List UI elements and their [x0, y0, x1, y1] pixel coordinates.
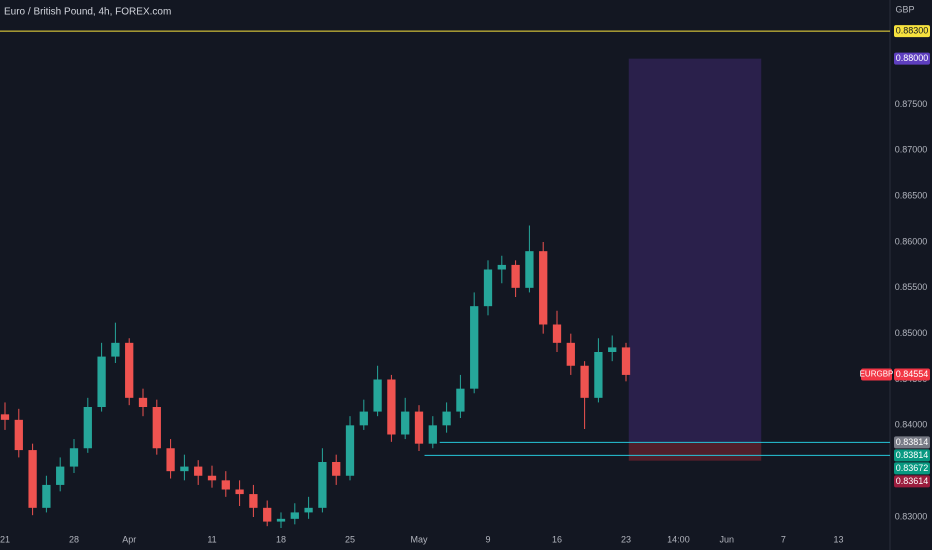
candle-body	[290, 512, 299, 519]
candle-body	[207, 475, 217, 481]
candle-body	[470, 306, 479, 389]
candle-body	[249, 494, 258, 508]
candle-body	[152, 407, 161, 449]
candle-body	[428, 425, 437, 444]
x-tick-label: 23	[621, 534, 631, 544]
candle-body	[166, 448, 175, 472]
y-tick-label: 0.84000	[895, 420, 928, 430]
candle-body	[511, 264, 520, 288]
profit-zone	[628, 58, 762, 443]
candle-body	[525, 251, 534, 288]
candle-body	[414, 411, 424, 444]
y-tick-label: 0.87500	[895, 99, 928, 109]
price-label: 0.83814	[896, 437, 929, 447]
symbol-tag: EURGBP	[860, 370, 894, 379]
y-tick-label: 0.85000	[895, 328, 928, 338]
price-label: 0.84554	[896, 369, 929, 379]
price-label: 0.88000	[896, 53, 929, 63]
x-tick-label: 7	[781, 534, 786, 544]
candle-body	[539, 251, 548, 325]
x-tick-label: 9	[485, 534, 490, 544]
candle-body	[276, 518, 286, 522]
candle-body	[28, 450, 37, 508]
x-tick-label: 18	[276, 534, 286, 544]
x-tick-label: 21	[0, 534, 10, 544]
candle-body	[373, 379, 382, 412]
candle-body	[14, 419, 23, 451]
x-tick-label: 14:00	[667, 534, 690, 544]
symbol-tag-bg	[861, 368, 892, 381]
price-label-bg	[894, 462, 930, 475]
candle-body	[552, 324, 562, 343]
y-tick-label: 0.86000	[895, 236, 928, 246]
candle-body	[111, 342, 120, 357]
candle-body	[42, 484, 51, 508]
price-label: 0.83672	[896, 463, 929, 473]
price-label-bg	[894, 475, 930, 488]
x-tick-label: 13	[834, 534, 844, 544]
price-label-bg	[894, 368, 930, 381]
x-tick-label: 16	[552, 534, 562, 544]
candle-body	[194, 466, 203, 476]
price-label-bg	[894, 52, 930, 65]
candle-body	[497, 264, 506, 270]
candle-body	[442, 411, 451, 426]
candle-body	[621, 347, 631, 375]
price-label: 0.88300	[896, 26, 929, 36]
candle-body	[83, 407, 92, 449]
candle-body	[566, 342, 575, 366]
x-tick-label: Apr	[122, 534, 136, 544]
candle-body	[456, 388, 465, 412]
x-tick-label: 25	[345, 534, 355, 544]
candle-body	[0, 414, 10, 420]
candle-body	[608, 347, 617, 352]
price-label-bg	[894, 449, 930, 462]
x-tick-label: May	[410, 534, 428, 544]
candle-body	[180, 466, 189, 472]
candle-body	[221, 480, 230, 490]
candle-body	[138, 397, 148, 407]
currency-label: GBP	[895, 4, 914, 14]
candle-body	[332, 462, 341, 476]
price-label: 0.83614	[896, 476, 929, 486]
candle-body	[401, 411, 410, 435]
y-tick-label: 0.85500	[895, 282, 928, 292]
x-tick-label: Jun	[719, 534, 734, 544]
candle-body	[97, 356, 106, 407]
candle-body	[304, 507, 313, 513]
y-tick-label: 0.87000	[895, 145, 928, 155]
candle-body	[594, 352, 603, 398]
price-label-bg	[894, 25, 930, 38]
candle-body	[387, 379, 396, 435]
candle-body	[318, 462, 327, 508]
candle-body	[69, 448, 79, 467]
chart-title: Euro / British Pound, 4h, FOREX.com	[4, 7, 171, 18]
y-tick-label: 0.86500	[895, 191, 928, 201]
price-label-bg	[894, 436, 930, 449]
x-tick-label: 11	[207, 534, 216, 544]
loss-zone	[628, 442, 762, 461]
candle-body	[56, 466, 65, 485]
candle-body	[235, 489, 244, 495]
x-tick-label: 28	[69, 534, 79, 544]
candle-body	[580, 365, 589, 398]
candle-body	[359, 411, 368, 426]
price-label: 0.83814	[896, 450, 929, 460]
candle-body	[345, 425, 355, 476]
candle-body	[263, 507, 272, 522]
candle-body	[483, 269, 493, 307]
y-tick-label: 0.83000	[895, 511, 928, 521]
candle-body	[125, 342, 134, 398]
